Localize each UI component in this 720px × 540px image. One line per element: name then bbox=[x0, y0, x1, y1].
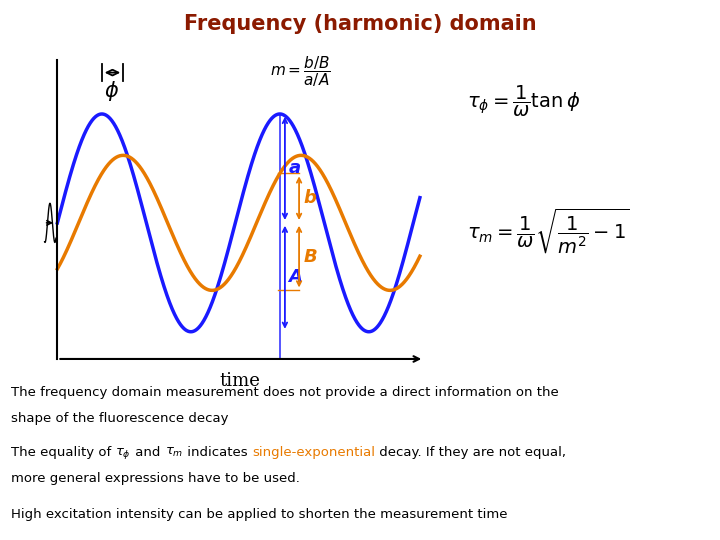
Text: shape of the fluorescence decay: shape of the fluorescence decay bbox=[11, 412, 228, 425]
Text: single-exponential: single-exponential bbox=[252, 446, 375, 458]
Text: $\tau_m$: $\tau_m$ bbox=[165, 446, 183, 459]
Text: $\tau_\phi$: $\tau_\phi$ bbox=[115, 446, 131, 461]
Text: decay. If they are not equal,: decay. If they are not equal, bbox=[375, 446, 566, 458]
Text: and: and bbox=[131, 446, 165, 458]
Text: $\tau_m = \dfrac{1}{\omega}\sqrt{\dfrac{1}{m^2}-1}$: $\tau_m = \dfrac{1}{\omega}\sqrt{\dfrac{… bbox=[467, 206, 629, 256]
Text: A: A bbox=[288, 268, 302, 286]
Text: more general expressions have to be used.: more general expressions have to be used… bbox=[11, 471, 300, 484]
Text: The equality of: The equality of bbox=[11, 446, 115, 458]
Text: a: a bbox=[288, 159, 300, 178]
Text: time: time bbox=[220, 372, 261, 390]
Text: The frequency domain measurement does not provide a direct information on the: The frequency domain measurement does no… bbox=[11, 386, 559, 399]
Text: $\phi$: $\phi$ bbox=[104, 79, 119, 103]
Text: $\tau_\phi = \dfrac{1}{\omega}\tan\phi$: $\tau_\phi = \dfrac{1}{\omega}\tan\phi$ bbox=[467, 84, 580, 119]
Text: b: b bbox=[303, 189, 316, 207]
Text: $m = \dfrac{b/B}{a/A}$: $m = \dfrac{b/B}{a/A}$ bbox=[270, 54, 330, 89]
Text: Frequency (harmonic) domain: Frequency (harmonic) domain bbox=[184, 14, 536, 33]
Text: B: B bbox=[303, 248, 317, 266]
Text: High excitation intensity can be applied to shorten the measurement time: High excitation intensity can be applied… bbox=[11, 508, 508, 521]
Text: indicates: indicates bbox=[183, 446, 252, 458]
